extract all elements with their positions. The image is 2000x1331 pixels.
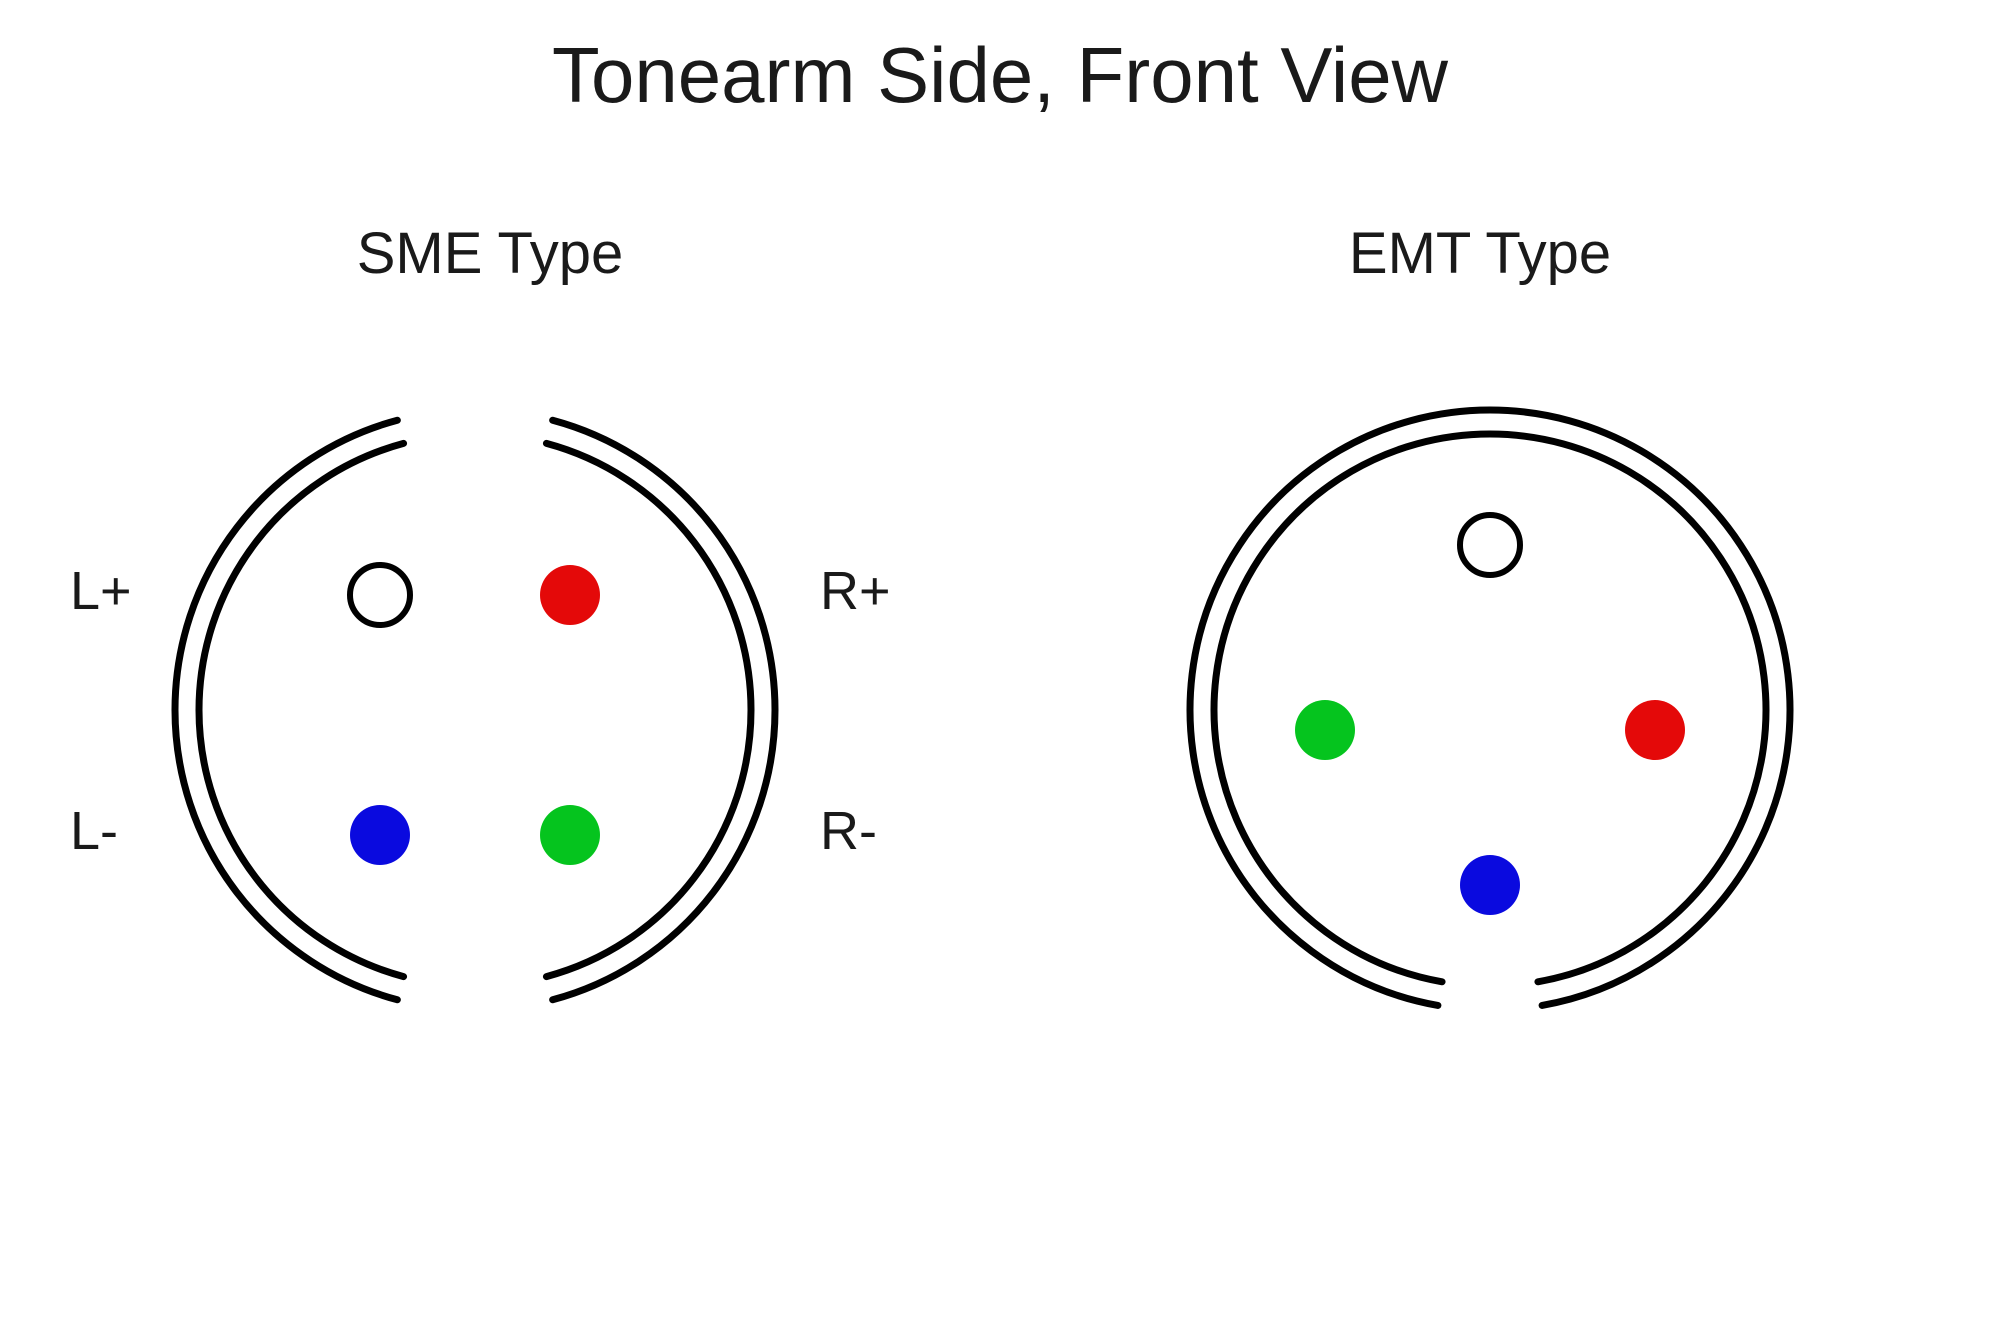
sme-pin-L- (350, 805, 410, 865)
page: Tonearm Side, Front View SME Type EMT Ty… (0, 0, 2000, 1331)
sme-inner-left-arc (199, 443, 404, 976)
sme-inner-right-arc (546, 443, 751, 976)
sme-pin-R+ (540, 565, 600, 625)
sme-pin-R- (540, 805, 600, 865)
connector-diagram (0, 0, 2000, 1331)
emt-outer-arc (1190, 410, 1790, 1005)
emt-pin-bottom (1460, 855, 1520, 915)
emt-pin-right (1625, 700, 1685, 760)
sme-pin-L+ (350, 565, 410, 625)
emt-pin-top (1460, 515, 1520, 575)
emt-pin-left (1295, 700, 1355, 760)
